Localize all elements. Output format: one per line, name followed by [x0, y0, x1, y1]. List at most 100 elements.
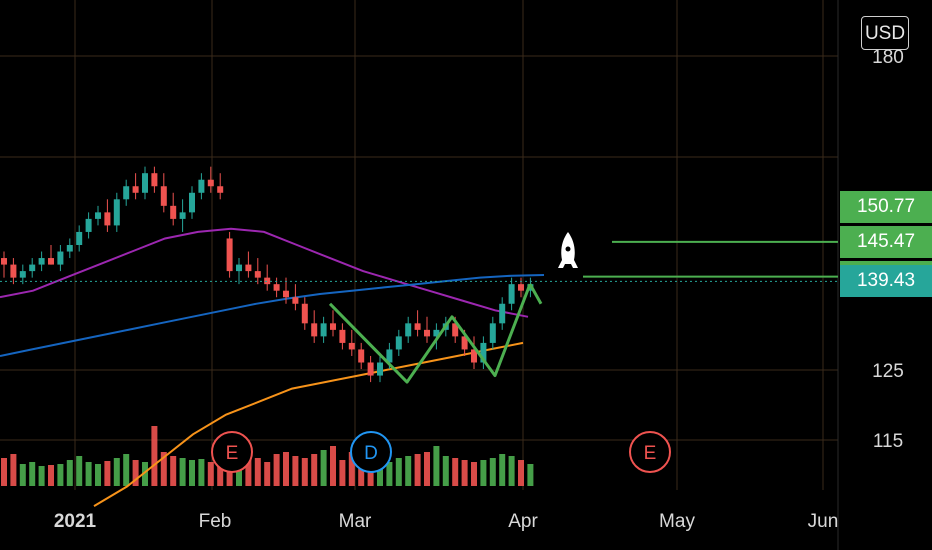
earnings-marker[interactable]: [211, 431, 253, 473]
last-price-tag: 139.43: [840, 265, 932, 298]
candle-body[interactable]: [170, 205, 177, 219]
volume-bar: [461, 460, 468, 486]
volume-bar: [85, 462, 92, 486]
candle-body[interactable]: [330, 323, 336, 330]
candle-body[interactable]: [10, 264, 17, 278]
candlesticks[interactable]: [1, 166, 534, 383]
volume-bar: [207, 462, 214, 486]
candle-body[interactable]: [414, 323, 421, 330]
candle-body[interactable]: [452, 323, 459, 337]
x-tick-label: 2021: [54, 511, 97, 532]
candle-body[interactable]: [254, 271, 261, 278]
target-price-tag: 150.77: [840, 191, 932, 224]
candle-body[interactable]: [273, 284, 280, 291]
volume-bar: [170, 456, 177, 486]
candle-body[interactable]: [245, 264, 252, 272]
volume-bar: [508, 456, 515, 486]
dividend-marker-label: D: [364, 443, 378, 464]
candle-body[interactable]: [236, 264, 242, 272]
candle-body[interactable]: [57, 251, 64, 265]
y-tick-label: 115: [873, 431, 903, 452]
candle-body[interactable]: [66, 245, 73, 252]
candle-body[interactable]: [1, 258, 7, 265]
volume-bar: [330, 446, 336, 486]
candle-body[interactable]: [226, 238, 233, 272]
pattern-drawing[interactable]: [328, 283, 543, 384]
candle-body[interactable]: [339, 329, 346, 343]
candle-body[interactable]: [405, 323, 412, 337]
volume-bar: [424, 452, 430, 486]
volume-bar: [386, 462, 393, 486]
candle-body[interactable]: [499, 303, 506, 324]
candle-body[interactable]: [508, 284, 515, 304]
volume-bar: [29, 462, 36, 486]
candle-body[interactable]: [461, 336, 468, 350]
volume-bar: [104, 461, 111, 486]
candle-body[interactable]: [29, 264, 36, 272]
y-tick-label: 180: [872, 47, 904, 68]
earnings-marker-label: E: [226, 443, 239, 464]
candle-body[interactable]: [433, 329, 440, 337]
candle-body[interactable]: [301, 303, 308, 324]
moving-averages: [0, 227, 545, 507]
candle-body[interactable]: [142, 173, 148, 193]
candle-body[interactable]: [207, 179, 214, 187]
currency-button[interactable]: USD: [861, 16, 909, 50]
candle-body[interactable]: [189, 192, 195, 213]
candle-body[interactable]: [424, 329, 430, 337]
candle-body[interactable]: [48, 258, 54, 265]
candle-body[interactable]: [123, 186, 130, 200]
candle-body[interactable]: [38, 258, 45, 265]
candle-body[interactable]: [348, 342, 355, 350]
candle-body[interactable]: [471, 349, 477, 363]
earnings-upcoming-marker[interactable]: [629, 431, 671, 473]
candle-body[interactable]: [283, 290, 289, 298]
x-tick-label: May: [659, 511, 695, 532]
volume-bar: [123, 454, 130, 486]
candle-body[interactable]: [160, 186, 167, 206]
candle-body[interactable]: [367, 362, 374, 376]
candle-body[interactable]: [489, 323, 496, 343]
candle-body[interactable]: [85, 218, 92, 232]
volume-bar: [57, 464, 64, 486]
volume-bar: [254, 458, 261, 486]
candle-body[interactable]: [377, 362, 383, 376]
volume-bar: [19, 464, 26, 486]
candle-body[interactable]: [179, 212, 186, 219]
x-tick-label: Mar: [339, 511, 372, 532]
candle-body[interactable]: [358, 349, 365, 363]
volume-bar: [76, 456, 83, 486]
candle-body[interactable]: [311, 323, 318, 337]
candle-body[interactable]: [132, 186, 139, 193]
target-lines[interactable]: [0, 240, 838, 282]
candle-body[interactable]: [113, 199, 120, 226]
candle-body[interactable]: [76, 231, 83, 245]
candle-body[interactable]: [292, 297, 299, 304]
volume-bar: [95, 464, 101, 486]
volume-bar: [320, 450, 327, 486]
candle-body[interactable]: [480, 342, 487, 363]
candle-body[interactable]: [151, 173, 158, 187]
x-tick-label: Apr: [508, 511, 538, 532]
candle-body[interactable]: [395, 336, 402, 350]
candle-body[interactable]: [518, 284, 524, 291]
candle-body[interactable]: [386, 349, 393, 363]
x-tick-label: Feb: [199, 511, 232, 532]
candle-body[interactable]: [217, 186, 224, 193]
volume-bar: [442, 456, 449, 486]
volume-bar: [10, 454, 17, 486]
volume-bar: [198, 459, 205, 486]
candle-body[interactable]: [198, 179, 205, 193]
volume-bar: [217, 458, 224, 486]
candle-body[interactable]: [19, 271, 26, 278]
volume-bar: [66, 460, 73, 486]
moving-average-mid: [0, 274, 545, 357]
double-bottom-pattern[interactable]: [328, 283, 532, 384]
candle-body[interactable]: [95, 212, 101, 219]
candle-body[interactable]: [104, 212, 111, 226]
dividend-marker[interactable]: [350, 431, 392, 473]
candle-body[interactable]: [320, 323, 327, 337]
candle-body[interactable]: [264, 277, 271, 285]
